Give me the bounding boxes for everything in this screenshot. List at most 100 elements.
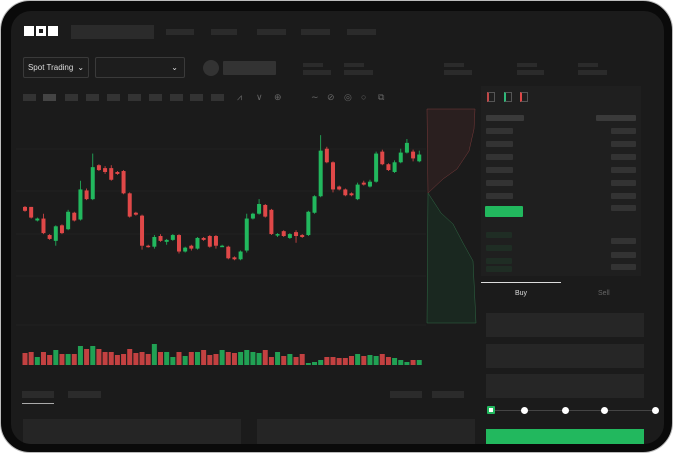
nav-item[interactable] (166, 29, 194, 35)
candle[interactable] (195, 237, 200, 249)
candle[interactable] (115, 171, 120, 174)
candle[interactable] (343, 189, 348, 196)
candle[interactable] (164, 239, 169, 242)
timeframe-button[interactable] (128, 94, 141, 101)
candle[interactable] (189, 245, 194, 249)
candle[interactable] (201, 237, 206, 240)
candle[interactable] (367, 181, 372, 187)
timeframe-button[interactable] (86, 94, 99, 101)
candle[interactable] (90, 167, 95, 200)
candle[interactable] (417, 154, 422, 162)
candle[interactable] (23, 206, 27, 211)
tab-sell[interactable]: Sell (598, 290, 610, 297)
candle[interactable] (300, 235, 305, 237)
candle[interactable] (146, 245, 151, 248)
nav-item[interactable] (211, 29, 237, 35)
candle[interactable] (275, 234, 280, 236)
slider-handle[interactable] (487, 406, 495, 414)
timeframe-button[interactable] (23, 94, 36, 101)
candle[interactable] (250, 213, 255, 219)
candle[interactable] (84, 190, 89, 200)
nav-item[interactable] (257, 29, 286, 35)
candle[interactable] (232, 257, 237, 260)
candle[interactable] (318, 150, 323, 197)
candle[interactable] (337, 186, 342, 190)
candle[interactable] (127, 193, 132, 217)
candle[interactable] (213, 236, 218, 246)
candle[interactable] (53, 226, 58, 241)
candle[interactable] (355, 184, 360, 200)
tab-history[interactable] (68, 391, 101, 398)
orderbook-both-icon[interactable] (487, 92, 495, 102)
candle[interactable] (294, 232, 299, 237)
candle[interactable] (380, 151, 385, 165)
candle[interactable] (47, 235, 52, 239)
candle[interactable] (392, 162, 397, 172)
candle[interactable] (35, 218, 40, 221)
timeframe-button[interactable] (149, 94, 162, 101)
candle[interactable] (269, 209, 274, 235)
candle[interactable] (374, 153, 379, 182)
total-input[interactable] (486, 374, 644, 398)
orderbook-bids-icon[interactable] (504, 92, 512, 102)
orderbook-asks-icon[interactable] (520, 92, 528, 102)
candle[interactable] (66, 211, 71, 230)
amount-input[interactable] (486, 344, 644, 368)
candle[interactable] (411, 151, 416, 159)
candle[interactable] (96, 165, 101, 171)
candle[interactable] (306, 211, 311, 236)
slider-step[interactable] (562, 407, 569, 414)
price-input[interactable] (486, 313, 644, 337)
candle[interactable] (158, 236, 163, 241)
candle[interactable] (170, 235, 175, 240)
candle[interactable] (121, 171, 126, 194)
candle[interactable] (386, 164, 391, 171)
timeframe-button[interactable] (170, 94, 183, 101)
timeframe-button[interactable] (43, 94, 56, 101)
candle[interactable] (324, 148, 329, 163)
candle[interactable] (133, 212, 138, 215)
candle[interactable] (220, 245, 225, 248)
candle[interactable] (183, 247, 188, 252)
candle[interactable] (361, 182, 366, 185)
candle[interactable] (72, 212, 77, 221)
candle[interactable] (41, 218, 46, 234)
candlestick-chart[interactable] (11, 11, 481, 444)
line-tool-icon[interactable]: ∼ (311, 92, 319, 102)
candle[interactable] (404, 142, 409, 153)
slider-step[interactable] (521, 407, 528, 414)
candle[interactable] (331, 162, 335, 190)
candle[interactable] (312, 196, 317, 213)
candle[interactable] (29, 206, 34, 218)
nav-item[interactable] (347, 29, 376, 35)
candle[interactable] (398, 152, 403, 163)
pen-icon[interactable]: ⊘ (327, 92, 335, 102)
nav-item[interactable] (301, 29, 330, 35)
slider-step[interactable] (601, 407, 608, 414)
candle[interactable] (152, 236, 157, 247)
candle[interactable] (287, 234, 292, 238)
tab-buy[interactable]: Buy (515, 290, 528, 297)
line-tool-icon[interactable]: ∨ (256, 92, 263, 102)
candle[interactable] (244, 218, 249, 251)
settings-icon[interactable]: ◎ (344, 92, 352, 102)
candle[interactable] (177, 235, 181, 252)
candle[interactable] (78, 189, 83, 220)
candle[interactable] (257, 204, 262, 214)
candle[interactable] (140, 215, 145, 246)
candle[interactable] (103, 168, 108, 172)
candle[interactable] (226, 246, 231, 259)
pair-dropdown[interactable]: ⌄ (95, 57, 185, 78)
candle[interactable] (263, 204, 268, 217)
timeframe-button[interactable] (211, 94, 224, 101)
tab-open-orders[interactable] (22, 391, 54, 398)
line-tool-icon[interactable]: ⩘ (237, 92, 243, 102)
candle[interactable] (349, 193, 354, 196)
candle[interactable] (238, 251, 243, 260)
timeframe-button[interactable] (190, 94, 203, 101)
slider-step[interactable] (652, 407, 659, 414)
settings-icon[interactable]: ○ (361, 92, 367, 102)
market-type-dropdown[interactable]: Spot Trading ⌄ (23, 57, 89, 78)
timeframe-button[interactable] (107, 94, 120, 101)
candle[interactable] (109, 168, 114, 180)
